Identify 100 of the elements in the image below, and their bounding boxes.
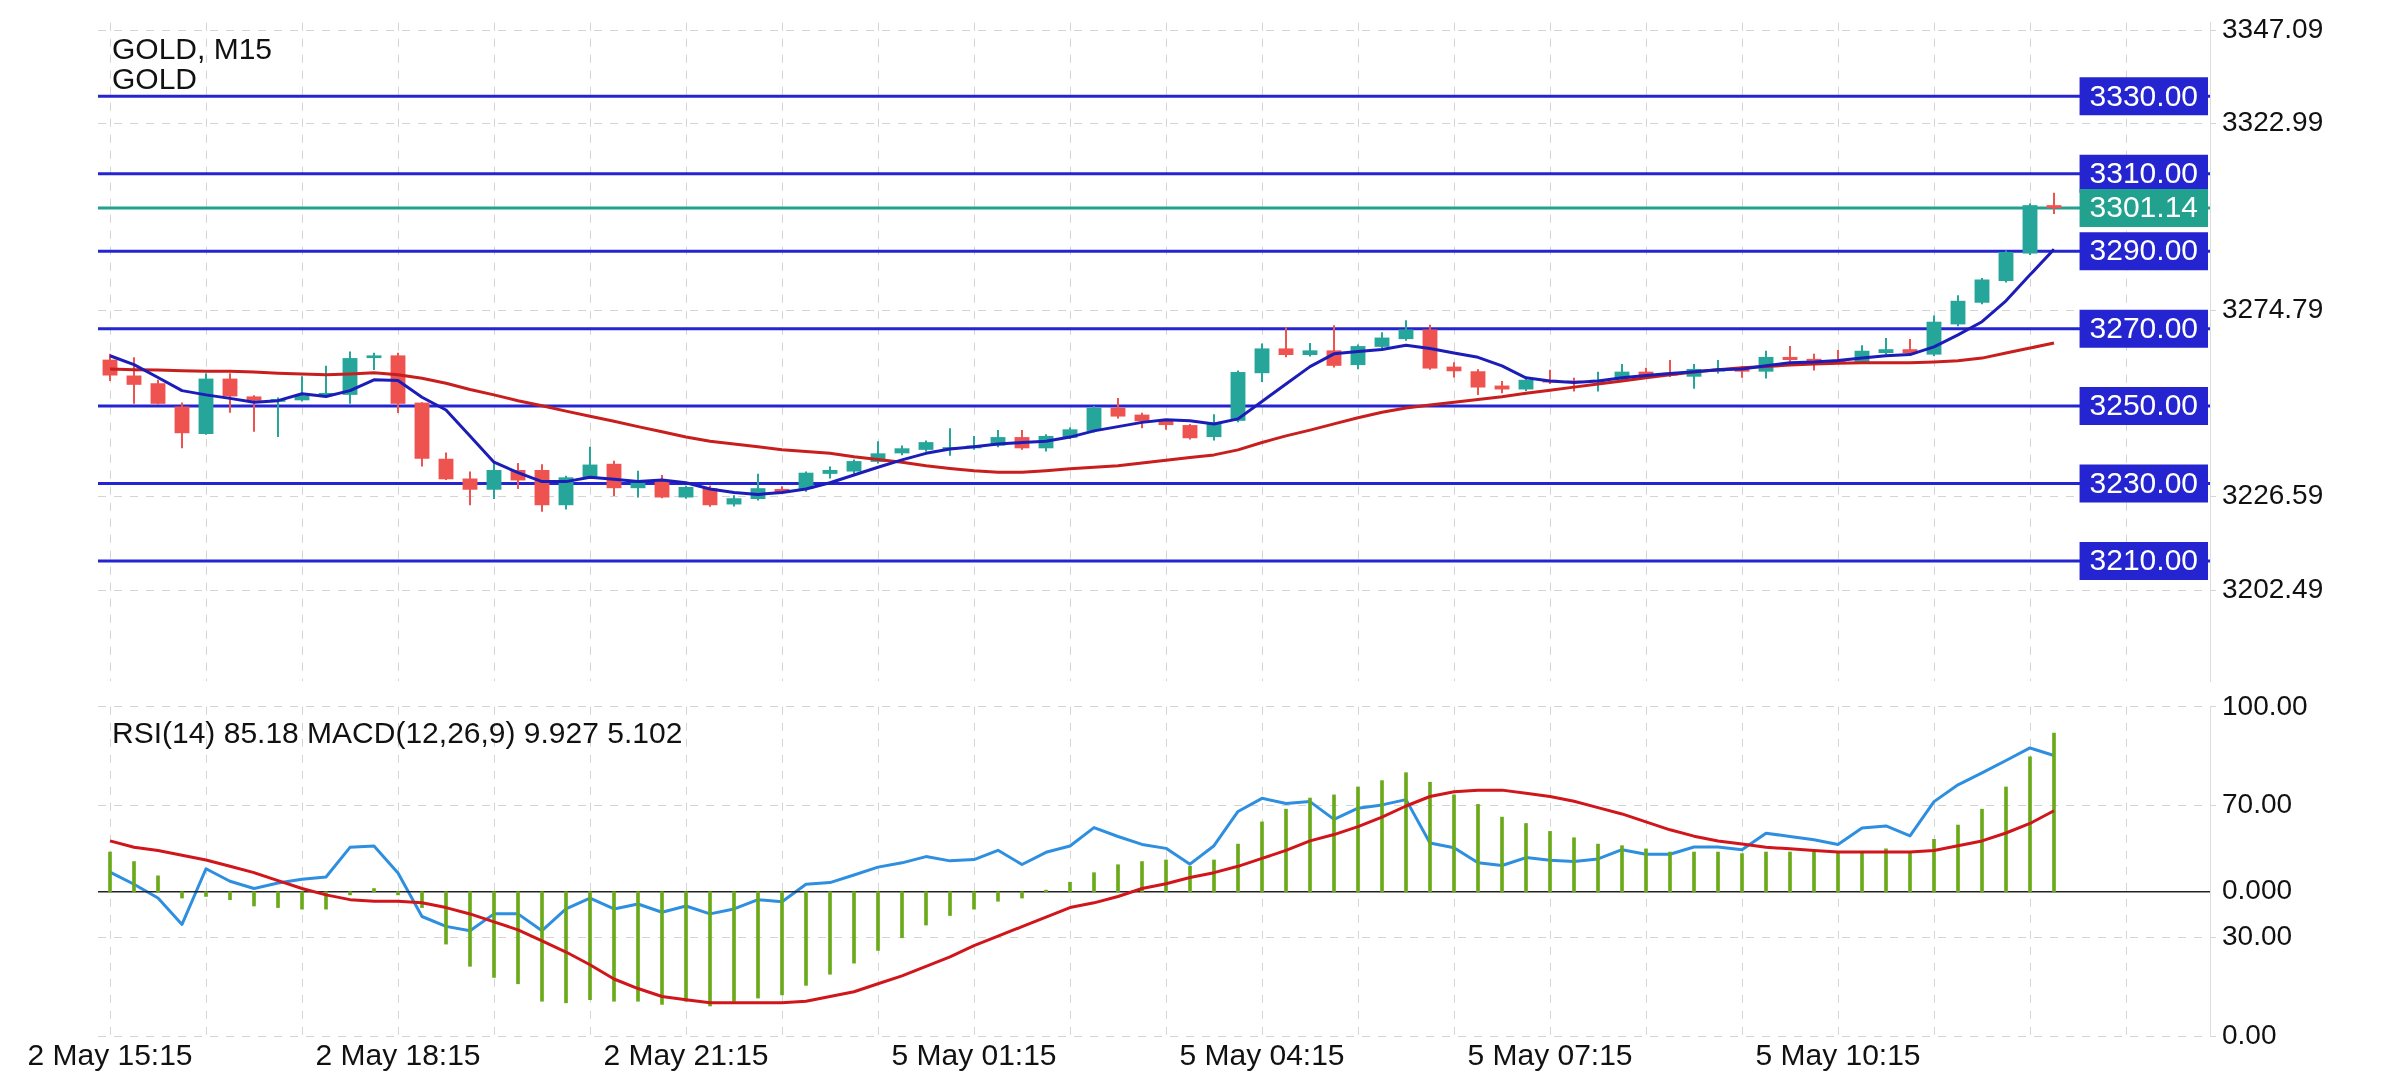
ref-line-label: 3210.00 [2089,543,2199,577]
bar [972,891,976,910]
bar [228,891,232,900]
bar [900,891,904,939]
candlestick [2046,191,2062,216]
candlestick [126,356,142,405]
bar [1836,851,1840,893]
bar [708,891,712,1007]
bar [1452,794,1456,893]
y-tick-label: 70.00 [2222,788,2293,820]
bar [1428,781,1432,893]
bar [204,891,208,897]
y-tick-label: 3347.09 [2222,12,2324,44]
bar [372,888,376,893]
ref-line-label: 3290.00 [2089,233,2199,267]
y-tick-label: 3274.79 [2222,292,2324,324]
bar [396,891,400,896]
candlestick [1974,276,1990,306]
ref-line-label: 3230.00 [2089,465,2199,499]
y-tick-label: 0.00 [2222,1018,2277,1050]
bar [684,891,688,1002]
bar [2004,786,2008,893]
bar [444,891,448,945]
bar [1044,889,1048,893]
x-tick-label: 2 May 21:15 [603,1038,769,1072]
bar [948,891,952,916]
bar [276,891,280,908]
candlestick [246,394,262,433]
text: 0.000 [2222,874,2293,906]
ref-line-label: 3330.00 [2089,78,2199,112]
bar [1068,881,1072,893]
bar [924,891,928,926]
bar [996,891,1000,902]
bar [468,891,472,967]
bar [1260,821,1264,893]
bar [1644,848,1648,893]
bar [660,891,664,1005]
y-tick-label: 100.00 [2222,689,2308,721]
candlestick [1950,294,1966,328]
candlestick [486,461,502,501]
bar [1956,824,1960,893]
bar [1476,804,1480,893]
bar [516,891,520,985]
bar [1116,864,1120,893]
bar [780,891,784,996]
candlestick [438,451,454,482]
bar [108,851,112,893]
bar [636,891,640,1002]
candlestick [1110,396,1126,420]
chart-title: RSI(14) 85.18 MACD(12,26,9) 9.927 5.102 [112,716,683,750]
bar [132,861,136,893]
bar [1620,845,1624,893]
bar [1356,786,1360,893]
candlestick [150,378,166,406]
bar [1020,891,1024,899]
bar [1764,851,1768,893]
bar [804,891,808,986]
bar [1932,839,1936,893]
bar [1284,808,1288,893]
x-tick-label: 5 May 01:15 [891,1038,1057,1072]
candlestick [1470,368,1486,396]
bar [1548,831,1552,893]
candlestick [222,372,238,414]
ref-line-label: 3270.00 [2089,310,2199,344]
x-tick-label: 2 May 18:15 [315,1038,481,1072]
candlestick [1278,326,1294,359]
bar [1860,851,1864,893]
bar [2028,756,2032,893]
ref-line-label: 3250.00 [2089,388,2199,422]
bar [1572,837,1576,893]
bar [1980,808,1984,893]
bar [564,891,568,1004]
bar [1596,843,1600,893]
bar [1668,851,1672,893]
bar [1788,851,1792,893]
y-tick-label: 3202.49 [2222,572,2324,604]
bar [156,875,160,893]
ref-line-label: 3310.00 [2089,156,2199,190]
x-tick-label: 5 May 04:15 [1179,1038,1345,1072]
x-tick-label: 2 May 15:15 [27,1038,193,1072]
bar [1380,780,1384,893]
bar [1500,816,1504,893]
bar [1404,772,1408,893]
bar [300,891,304,910]
bar [1812,851,1816,893]
bar [612,891,616,1002]
bar [732,891,736,1002]
y-tick-label: 3322.99 [2222,106,2324,138]
bar [1740,853,1744,893]
ref-line-label: 3301.14 [2089,190,2199,224]
bar [492,891,496,978]
y-tick-label: 30.00 [2222,919,2293,951]
bar [1164,859,1168,893]
bar [252,891,256,907]
bar [180,891,184,899]
bar [1236,843,1240,893]
bar [1692,851,1696,893]
bar [1332,794,1336,893]
x-tick-label: 5 May 07:15 [1467,1038,1633,1072]
x-tick-label: 5 May 10:15 [1755,1038,1921,1072]
